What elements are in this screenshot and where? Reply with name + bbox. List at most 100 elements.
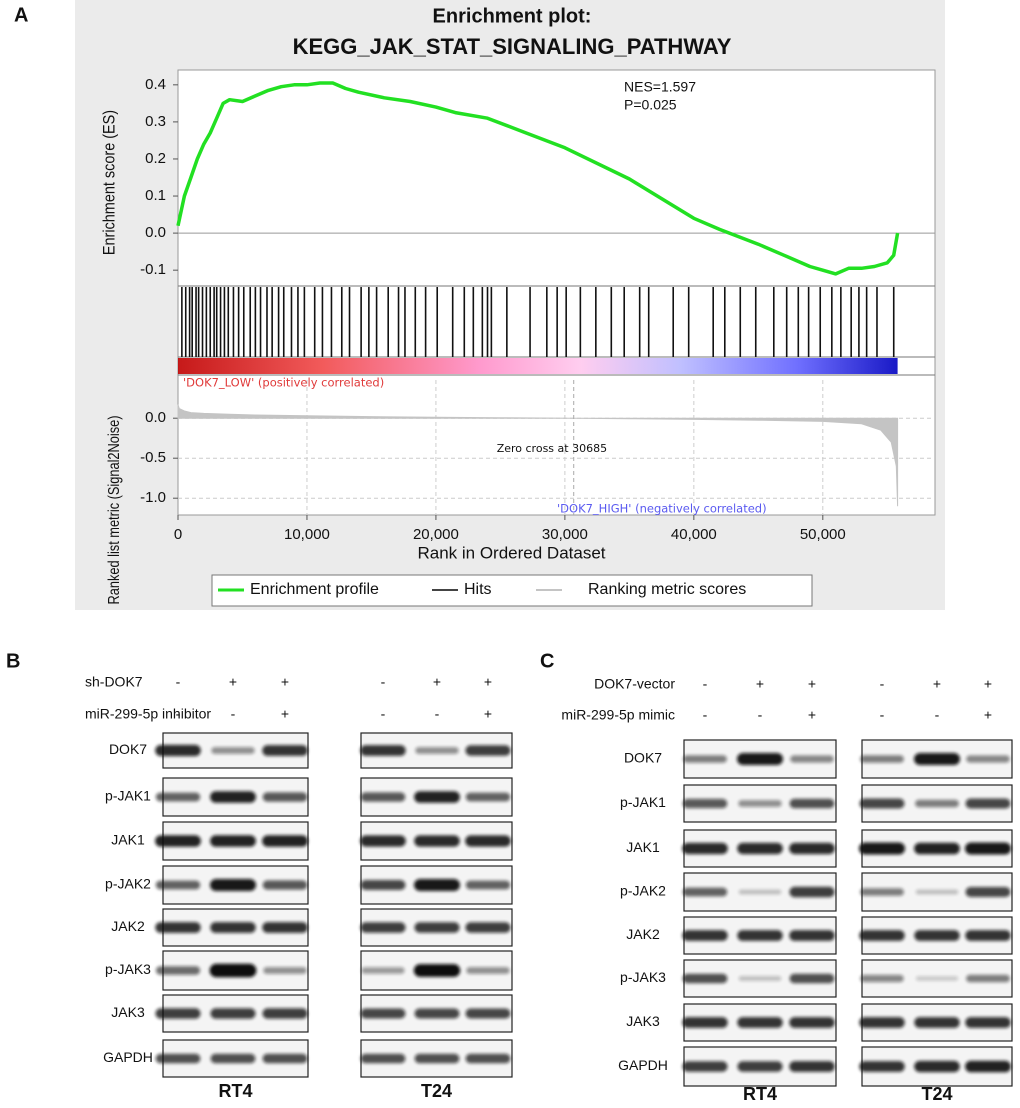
blot-band	[155, 835, 201, 847]
blot-band	[414, 1053, 460, 1064]
protein-label: GAPDH	[618, 1057, 668, 1073]
blot-band	[360, 835, 406, 847]
condition-sign: -	[176, 674, 181, 690]
cell-line-label: RT4	[743, 1084, 777, 1104]
blot-band	[360, 1008, 406, 1019]
blot-band	[682, 973, 728, 984]
blot-band	[414, 791, 460, 803]
blot-band	[360, 1053, 406, 1064]
blot-band	[682, 842, 728, 855]
blot-band	[682, 798, 728, 809]
blot-band	[209, 963, 257, 978]
condition-sign: -	[231, 706, 236, 722]
blot-band	[682, 1017, 728, 1028]
y-tick-label: -0.5	[140, 449, 166, 466]
annotation: NES=1.597	[624, 79, 696, 95]
x-tick-label: 20,000	[413, 526, 459, 543]
ranking-metric-area	[177, 404, 899, 507]
blot-band	[859, 842, 905, 855]
y-tick-label: 0.4	[145, 76, 166, 93]
negative-label: 'DOK7_HIGH' (negatively correlated)	[557, 502, 767, 516]
blot-band	[860, 888, 904, 896]
y-tick-label: 0.0	[145, 224, 166, 241]
protein-label: GAPDH	[103, 1049, 153, 1065]
condition-sign: +	[484, 706, 492, 722]
blot-band	[737, 753, 783, 765]
blot-band	[210, 791, 256, 803]
condition-sign: -	[381, 674, 386, 690]
condition-sign: +	[933, 676, 941, 692]
blot-band	[361, 967, 405, 974]
blot-band	[965, 1060, 1011, 1073]
condition-sign: -	[935, 707, 940, 723]
cell-line-label: T24	[421, 1081, 452, 1101]
protein-label: JAK2	[626, 926, 660, 942]
protein-label: JAK1	[626, 839, 660, 855]
blot-band	[155, 744, 201, 757]
cell-line-label: RT4	[218, 1081, 252, 1101]
blot-band	[965, 842, 1011, 855]
western-blots: Bsh-DOK7- + + - + +miR-299-5p inhibitor- - + - - +…	[6, 650, 1013, 1104]
zero-cross-label: Zero cross at 30685	[497, 442, 607, 455]
blot-band	[262, 745, 308, 756]
condition-sign: -	[435, 706, 440, 722]
protein-label: p-JAK1	[620, 794, 666, 810]
blot-band	[738, 976, 782, 981]
blot-band	[915, 799, 959, 808]
blot-band	[859, 1061, 905, 1072]
blot-band	[965, 930, 1011, 941]
blot-band	[414, 1008, 460, 1019]
annotation: P=0.025	[624, 97, 677, 113]
condition-label: DOK7-vector	[594, 676, 675, 692]
blot-band	[859, 798, 905, 809]
legend-box	[211, 574, 813, 607]
blot-band	[738, 800, 782, 807]
blot-band	[210, 1008, 256, 1019]
blot-band	[155, 880, 201, 890]
blot-band	[262, 922, 308, 933]
condition-sign: -	[381, 706, 386, 722]
positive-label: 'DOK7_LOW' (positively correlated)	[183, 376, 384, 390]
condition-sign: +	[433, 674, 441, 690]
protein-label: p-JAK2	[105, 876, 151, 892]
blot-band	[262, 1053, 308, 1064]
blot-band	[465, 745, 511, 756]
blot-band	[682, 887, 728, 897]
blot-band	[211, 747, 255, 754]
condition-sign: +	[756, 676, 764, 692]
blot-band	[965, 1017, 1011, 1028]
blot-band	[414, 835, 460, 847]
condition-sign: -	[176, 706, 181, 722]
blot-band	[790, 755, 834, 763]
protein-label: p-JAK1	[105, 788, 151, 804]
y-tick-label: 0.1	[145, 187, 166, 204]
x-tick-label: 50,000	[800, 526, 846, 543]
blot-band	[465, 1053, 511, 1064]
blot-band	[914, 1060, 960, 1073]
blot-band	[737, 1061, 783, 1072]
protein-label: DOK7	[109, 741, 147, 757]
blot-band	[965, 887, 1011, 897]
blot-band	[262, 792, 308, 802]
legend-label: Hits	[464, 581, 492, 598]
gsea-plot: 0.4 0.3 0.2 0.1 0.0 -0.1 Enrichment score (ES)…	[100, 69, 936, 607]
blot-band	[966, 755, 1010, 763]
protein-label: p-JAK3	[620, 969, 666, 985]
blot-band	[262, 1008, 308, 1019]
blot-band	[737, 1017, 783, 1028]
blot-band	[155, 922, 201, 933]
blot-band	[413, 964, 461, 977]
blot-band	[262, 835, 308, 847]
chart-subtitle: KEGG_JAK_STAT_SIGNALING_PATHWAY	[293, 34, 732, 59]
blot-band	[210, 835, 256, 847]
blot-band	[965, 798, 1011, 809]
blot-band	[789, 1017, 835, 1028]
condition-sign: +	[229, 674, 237, 690]
y-tick-label: -1.0	[140, 489, 166, 506]
blot-band	[966, 974, 1010, 983]
blot-band	[683, 755, 727, 763]
blot-band	[210, 879, 256, 891]
blot-band	[360, 880, 406, 890]
blot-band	[914, 753, 960, 765]
